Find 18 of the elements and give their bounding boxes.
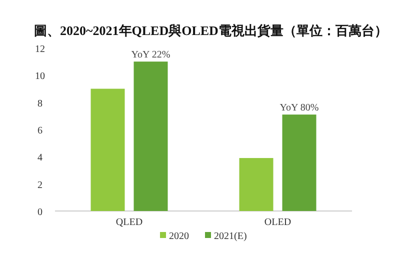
y-tick-label: 2 xyxy=(38,180,42,191)
y-tick-label: 0 xyxy=(38,207,42,218)
bar xyxy=(282,114,316,211)
annotation: YoY 80% xyxy=(280,102,319,114)
y-tick-label: 10 xyxy=(35,71,45,82)
y-tick-label: 6 xyxy=(38,126,42,136)
bar xyxy=(134,62,168,211)
x-tick-label: QLED xyxy=(116,217,143,228)
y-tick-label: 8 xyxy=(38,98,42,110)
annotation: YoY 22% xyxy=(131,50,170,61)
bar xyxy=(90,88,125,211)
chart-title: 圖、2020~2021年QLED與OLED電視出貨量（單位：百萬台） xyxy=(34,23,388,38)
legend-label: 2020 xyxy=(169,231,189,242)
bar xyxy=(239,158,274,211)
legend-label: 2021(E) xyxy=(214,231,247,242)
y-tick-label: 4 xyxy=(38,152,42,164)
y-tick-label: 12 xyxy=(35,44,45,55)
x-tick-label: OLED xyxy=(264,217,292,228)
